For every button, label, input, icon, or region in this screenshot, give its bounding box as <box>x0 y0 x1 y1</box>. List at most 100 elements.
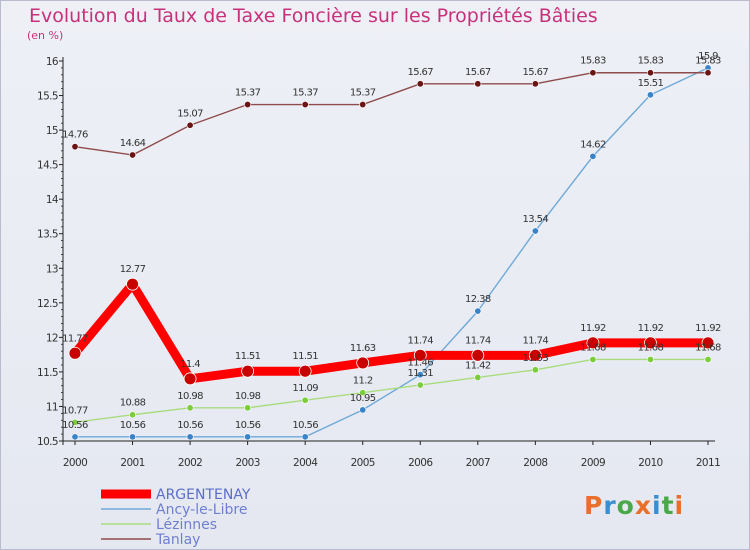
y-tick-label: 11 <box>46 401 58 413</box>
series-line-argentenay <box>70 279 713 384</box>
data-label-l-zinnes: 10.88 <box>120 398 146 409</box>
data-point-l-zinnes <box>129 411 137 419</box>
x-tick-label: 2011 <box>696 457 720 469</box>
data-label-l-zinnes: 10.98 <box>235 391 261 402</box>
data-label-ancy-le-libre: 10.56 <box>120 420 146 431</box>
data-point-l-zinnes <box>704 355 712 363</box>
data-label-ancy-le-libre: 12.38 <box>465 294 491 305</box>
data-point-tanlay <box>186 121 194 129</box>
chart-title: Evolution du Taux de Taxe Foncière sur l… <box>29 5 598 27</box>
data-point-ancy-le-libre <box>531 227 539 235</box>
logo-letter: i <box>652 491 662 520</box>
data-point-l-zinnes <box>531 366 539 374</box>
data-point-ancy-le-libre <box>646 91 654 99</box>
data-point-argentenay <box>356 356 370 370</box>
data-label-argentenay: 11.51 <box>235 351 261 362</box>
data-label-ancy-le-libre: 13.54 <box>523 214 549 225</box>
data-point-tanlay <box>301 101 309 109</box>
logo-letter: t <box>661 491 675 520</box>
data-point-argentenay <box>241 364 255 378</box>
data-label-argentenay: 11.74 <box>465 335 491 346</box>
data-point-l-zinnes <box>474 373 482 381</box>
data-label-tanlay: 15.37 <box>292 88 318 99</box>
y-tick-label: 14.5 <box>37 160 58 172</box>
data-label-ancy-le-libre: 14.62 <box>580 139 606 150</box>
data-label-tanlay: 15.67 <box>523 67 549 78</box>
legend-label-l-zinnes: Lézinnes <box>156 517 217 533</box>
data-point-argentenay <box>586 336 600 350</box>
data-point-tanlay <box>416 80 424 88</box>
logo-letter: r <box>603 491 617 520</box>
x-tick-label: 2004 <box>293 457 318 469</box>
data-label-l-zinnes: 11.53 <box>523 353 549 364</box>
data-point-l-zinnes <box>71 418 79 426</box>
data-point-argentenay <box>68 346 82 360</box>
x-tick-label: 2007 <box>466 457 490 469</box>
data-point-argentenay <box>183 372 197 386</box>
data-point-tanlay <box>589 69 597 77</box>
logo-letter: i <box>674 491 685 520</box>
data-label-argentenay: 11.51 <box>292 351 318 362</box>
data-label-argentenay: 11.92 <box>580 323 606 334</box>
proxiti-logo: Proxiti <box>584 491 684 520</box>
data-point-l-zinnes <box>359 389 367 397</box>
data-point-tanlay <box>71 143 79 151</box>
data-label-tanlay: 14.76 <box>62 130 88 141</box>
data-point-argentenay <box>528 348 542 362</box>
data-label-l-zinnes: 10.98 <box>177 391 203 402</box>
data-point-ancy-le-libre <box>359 406 367 414</box>
data-label-argentenay: 11.63 <box>350 343 376 354</box>
legend-label-argentenay: ARGENTENAY <box>156 487 251 503</box>
data-label-argentenay: 11.4 <box>180 359 200 370</box>
data-label-tanlay: 15.83 <box>695 56 721 67</box>
data-label-l-zinnes: 11.2 <box>353 376 373 387</box>
data-label-argentenay: 11.74 <box>523 335 549 346</box>
data-point-tanlay <box>531 80 539 88</box>
data-label-tanlay: 14.64 <box>120 138 146 149</box>
x-tick-label: 2005 <box>351 457 375 469</box>
x-tick-label: 2003 <box>235 457 259 469</box>
y-tick-label: 13.5 <box>37 229 58 241</box>
data-point-ancy-le-libre <box>129 433 137 441</box>
data-point-tanlay <box>646 69 654 77</box>
data-label-argentenay: 11.74 <box>407 335 433 346</box>
y-tick-label: 15 <box>46 125 58 137</box>
data-point-ancy-le-libre <box>186 433 194 441</box>
legend-label-ancy-le-libre: Ancy-le-Libre <box>156 502 247 518</box>
y-tick-label: 11.5 <box>37 367 58 379</box>
data-point-ancy-le-libre <box>301 433 309 441</box>
x-tick-label: 2010 <box>638 457 662 469</box>
data-point-l-zinnes <box>244 404 252 412</box>
y-tick-label: 15.5 <box>37 91 58 103</box>
legend-label-tanlay: Tanlay <box>155 532 200 548</box>
logo-letter: x <box>634 491 652 520</box>
data-label-l-zinnes: 11.31 <box>407 368 433 379</box>
data-label-tanlay: 15.83 <box>580 56 606 67</box>
data-point-l-zinnes <box>646 355 654 363</box>
y-axis-unit-label: (en %) <box>27 29 64 42</box>
data-label-tanlay: 15.37 <box>350 88 376 99</box>
data-point-l-zinnes <box>301 396 309 404</box>
data-point-argentenay <box>471 348 485 362</box>
data-label-ancy-le-libre: 15.51 <box>638 78 664 89</box>
logo-letter: P <box>584 491 604 520</box>
y-tick-label: 14 <box>46 194 59 206</box>
data-point-argentenay <box>701 336 715 350</box>
data-point-ancy-le-libre <box>589 152 597 160</box>
data-label-ancy-le-libre: 15.9 <box>698 51 718 62</box>
data-point-argentenay <box>644 336 657 350</box>
data-label-ancy-le-libre: 10.56 <box>292 420 318 431</box>
series-line-ancy-le-libre <box>74 67 709 438</box>
data-label-ancy-le-libre: 10.56 <box>177 420 203 431</box>
data-point-argentenay <box>413 348 427 362</box>
data-label-l-zinnes: 11.68 <box>695 342 721 353</box>
data-point-tanlay <box>359 101 367 109</box>
y-tick-label: 13 <box>46 263 58 275</box>
data-point-argentenay <box>126 277 139 291</box>
data-point-l-zinnes <box>186 404 194 412</box>
data-label-argentenay: 12.77 <box>120 264 146 275</box>
data-label-l-zinnes: 11.42 <box>465 360 491 371</box>
y-tick-label: 10.5 <box>37 436 58 448</box>
